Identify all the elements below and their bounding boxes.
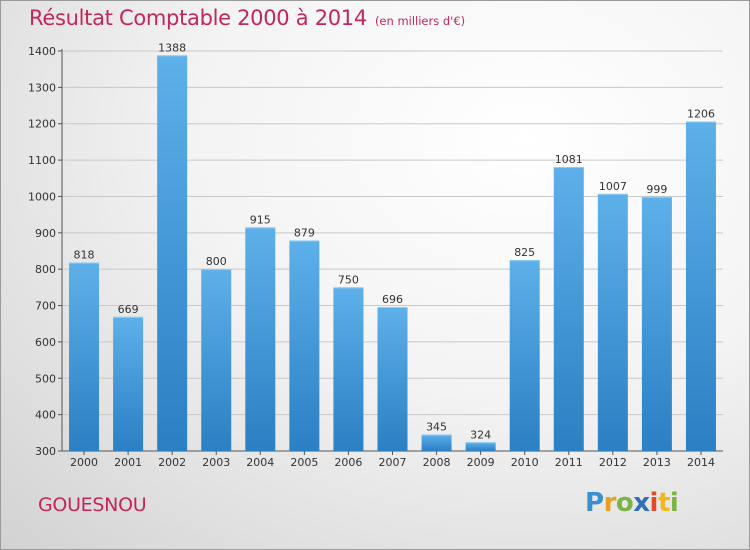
- data-label: 999: [646, 183, 667, 196]
- chart-title: Résultat Comptable 2000 à 2014: [29, 6, 367, 30]
- x-tick-label: 2013: [643, 456, 671, 469]
- y-tick-label: 400: [35, 409, 56, 422]
- data-label: 669: [118, 303, 139, 316]
- x-tick-label: 2001: [114, 456, 142, 469]
- data-label: 1388: [158, 41, 186, 54]
- y-tick-label: 700: [35, 300, 56, 313]
- data-label: 324: [470, 428, 491, 441]
- y-tick-label: 1300: [28, 81, 56, 94]
- x-tick-label: 2006: [334, 456, 362, 469]
- y-tick-label: 1000: [28, 190, 56, 203]
- bar: [157, 55, 188, 451]
- x-tick-label: 2005: [290, 456, 318, 469]
- data-label: 1081: [555, 153, 583, 166]
- bar: [421, 434, 452, 451]
- bar: [245, 227, 276, 451]
- chart-subtitle: (en milliers d'€): [374, 14, 466, 28]
- x-tick-label: 2000: [70, 456, 98, 469]
- data-label: 1206: [687, 108, 715, 121]
- bar: [69, 262, 100, 451]
- data-label: 825: [514, 246, 535, 259]
- x-tick-label: 2011: [555, 456, 583, 469]
- y-tick-label: 300: [35, 445, 56, 458]
- bar: [113, 316, 144, 451]
- y-tick-label: 1100: [28, 154, 56, 167]
- data-label: 345: [426, 421, 447, 434]
- commune-name: GOUESNOU: [38, 494, 147, 516]
- data-label: 696: [382, 293, 403, 306]
- bar: [377, 307, 408, 451]
- data-label: 1007: [599, 180, 627, 193]
- y-tick-label: 500: [35, 372, 56, 385]
- y-tick-label: 1400: [28, 45, 56, 58]
- data-label: 879: [294, 226, 315, 239]
- x-tick-label: 2009: [467, 456, 495, 469]
- y-tick-label: 900: [35, 227, 56, 240]
- x-tick-label: 2014: [687, 456, 715, 469]
- x-tick-label: 2007: [379, 456, 407, 469]
- bar: [289, 240, 320, 451]
- data-label: 818: [74, 249, 95, 262]
- bar: [685, 121, 716, 451]
- data-label: 800: [206, 255, 227, 268]
- data-label: 915: [250, 213, 271, 226]
- x-tick-label: 2012: [599, 456, 627, 469]
- y-tick-label: 600: [35, 336, 56, 349]
- bar: [333, 287, 364, 451]
- y-tick-label: 800: [35, 263, 56, 276]
- x-tick-label: 2002: [158, 456, 186, 469]
- chart-title-block: Résultat Comptable 2000 à 2014 (en millie…: [29, 6, 465, 30]
- x-tick-label: 2004: [246, 456, 274, 469]
- x-tick-label: 2003: [202, 456, 230, 469]
- bar: [553, 167, 584, 451]
- bar: [641, 196, 672, 451]
- x-tick-label: 2008: [423, 456, 451, 469]
- bar: [509, 260, 540, 451]
- data-label: 750: [338, 273, 359, 286]
- bar: [201, 269, 232, 451]
- bar: [465, 442, 496, 451]
- proxiti-logo: Proxiti: [585, 488, 679, 518]
- y-tick-label: 1200: [28, 118, 56, 131]
- x-tick-label: 2010: [511, 456, 539, 469]
- bar: [597, 193, 628, 451]
